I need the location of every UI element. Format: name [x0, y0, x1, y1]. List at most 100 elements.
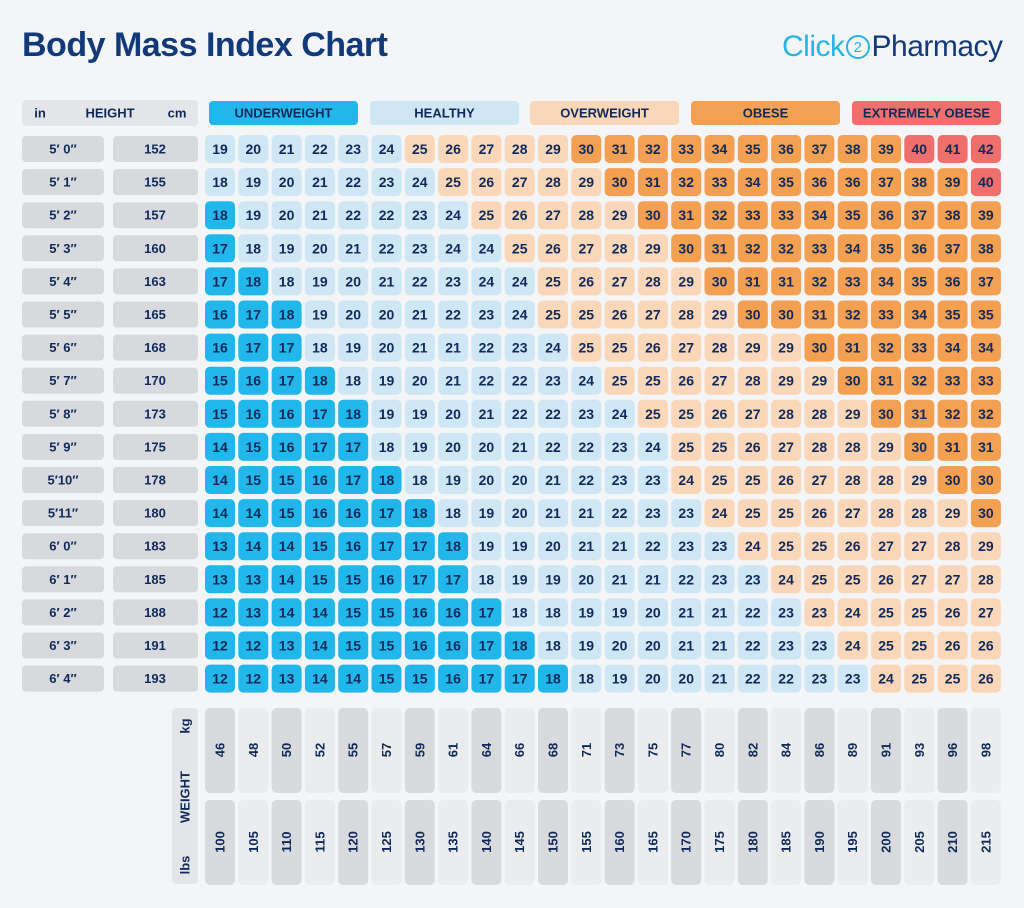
bmi-value: 20	[579, 571, 595, 587]
bmi-value: 27	[912, 571, 928, 587]
bmi-cell	[671, 466, 702, 494]
bmi-cell	[304, 466, 335, 494]
bmi-cell	[571, 135, 602, 163]
bmi-value: 21	[412, 340, 428, 356]
height-cm-label: 193	[144, 671, 166, 686]
weight-lbs-label: 160	[612, 831, 627, 853]
bmi-value: 22	[379, 240, 395, 256]
bmi-value: 24	[379, 141, 395, 157]
bmi-value: 17	[479, 604, 495, 620]
height-in-cell	[22, 400, 104, 427]
bmi-value: 18	[545, 604, 561, 620]
bmi-value: 18	[412, 505, 428, 521]
bmi-cell	[404, 234, 435, 263]
bmi-cell	[637, 399, 668, 428]
bmi-value: 25	[479, 207, 495, 223]
weight-kg-label: 50	[279, 743, 294, 757]
weight-lbs-cell	[871, 800, 901, 885]
height-in-label: 5′ 1″	[49, 175, 76, 190]
legend-overweight-label: OVERWEIGHT	[560, 106, 649, 121]
bmi-cell	[970, 432, 1001, 461]
bmi-value: 30	[712, 273, 728, 289]
bmi-value: 22	[579, 439, 595, 455]
bmi-value: 32	[778, 240, 794, 256]
bmi-cell	[937, 565, 968, 594]
weight-lbs-label: 185	[779, 831, 794, 853]
height-cm-label: 170	[144, 373, 166, 388]
bmi-cell	[704, 300, 735, 329]
bmi-cell	[970, 168, 1001, 197]
bmi-value: 15	[212, 406, 228, 422]
bmi-value: 37	[812, 141, 828, 157]
bmi-cell	[637, 631, 668, 660]
bmi-cell	[304, 333, 335, 362]
height-in-cell	[22, 433, 104, 460]
bmi-value: 21	[712, 638, 728, 654]
bmi-cell	[304, 432, 335, 461]
bmi-value: 18	[545, 671, 561, 687]
bmi-value: 29	[912, 472, 928, 488]
bmi-value: 18	[579, 671, 595, 687]
weight-kg-cell	[538, 708, 568, 793]
bmi-cell	[205, 664, 235, 693]
bmi-value: 16	[246, 373, 262, 389]
bmi-value: 26	[778, 472, 794, 488]
bmi-value: 19	[579, 604, 595, 620]
bmi-value: 39	[878, 141, 894, 157]
bmi-cell	[238, 135, 269, 163]
bmi-value: 18	[379, 472, 395, 488]
height-cm-cell	[113, 632, 198, 659]
bmi-cell	[504, 432, 535, 461]
weight-kg-cell	[238, 708, 269, 793]
weight-lbs-cell	[937, 800, 968, 885]
bmi-cell	[504, 598, 535, 627]
bmi-cell	[404, 432, 435, 461]
bmi-value: 21	[545, 505, 561, 521]
bmi-value: 29	[678, 273, 694, 289]
bmi-value: 37	[912, 207, 928, 223]
bmi-value: 25	[412, 141, 428, 157]
height-cm-label: 180	[144, 506, 166, 521]
bmi-value: 35	[778, 174, 794, 190]
bmi-cell	[205, 466, 235, 494]
bmi-value: 23	[845, 671, 861, 687]
bmi-value: 41	[945, 141, 961, 157]
bmi-value: 27	[978, 604, 994, 620]
bmi-value: 31	[645, 174, 661, 190]
bmi-cell	[238, 234, 269, 263]
bmi-cell	[338, 532, 369, 561]
bmi-value: 26	[645, 340, 661, 356]
bmi-cell	[371, 234, 402, 263]
bmi-cell	[837, 135, 868, 163]
bmi-value: 32	[678, 174, 694, 190]
bmi-cell	[471, 366, 502, 395]
bmi-value: 24	[745, 538, 761, 554]
bmi-cell	[804, 598, 835, 627]
bmi-value: 22	[745, 604, 761, 620]
weight-lbs-label: 130	[412, 831, 427, 853]
bmi-value: 32	[978, 406, 994, 422]
bmi-value: 19	[212, 141, 228, 157]
bmi-cell	[471, 135, 502, 163]
bmi-cell	[671, 532, 702, 561]
weight-kg-label: 82	[745, 743, 760, 757]
bmi-value: 19	[579, 638, 595, 654]
bmi-cell	[371, 499, 402, 528]
bmi-value: 38	[912, 174, 928, 190]
bmi-cell	[804, 432, 835, 461]
bmi-value: 19	[512, 571, 528, 587]
bmi-value: 26	[512, 207, 528, 223]
bmi-cell	[238, 499, 269, 528]
bmi-cell	[304, 532, 335, 561]
bmi-value: 21	[712, 604, 728, 620]
bmi-cell	[637, 300, 668, 329]
bmi-value: 26	[612, 307, 628, 323]
bmi-value: 25	[778, 538, 794, 554]
height-cm-cell	[113, 268, 198, 295]
bmi-cell	[438, 432, 469, 461]
bmi-value: 27	[645, 307, 661, 323]
bmi-cell	[637, 135, 668, 163]
bmi-value: 17	[212, 273, 228, 289]
bmi-value: 35	[945, 307, 961, 323]
bmi-value: 27	[912, 538, 928, 554]
